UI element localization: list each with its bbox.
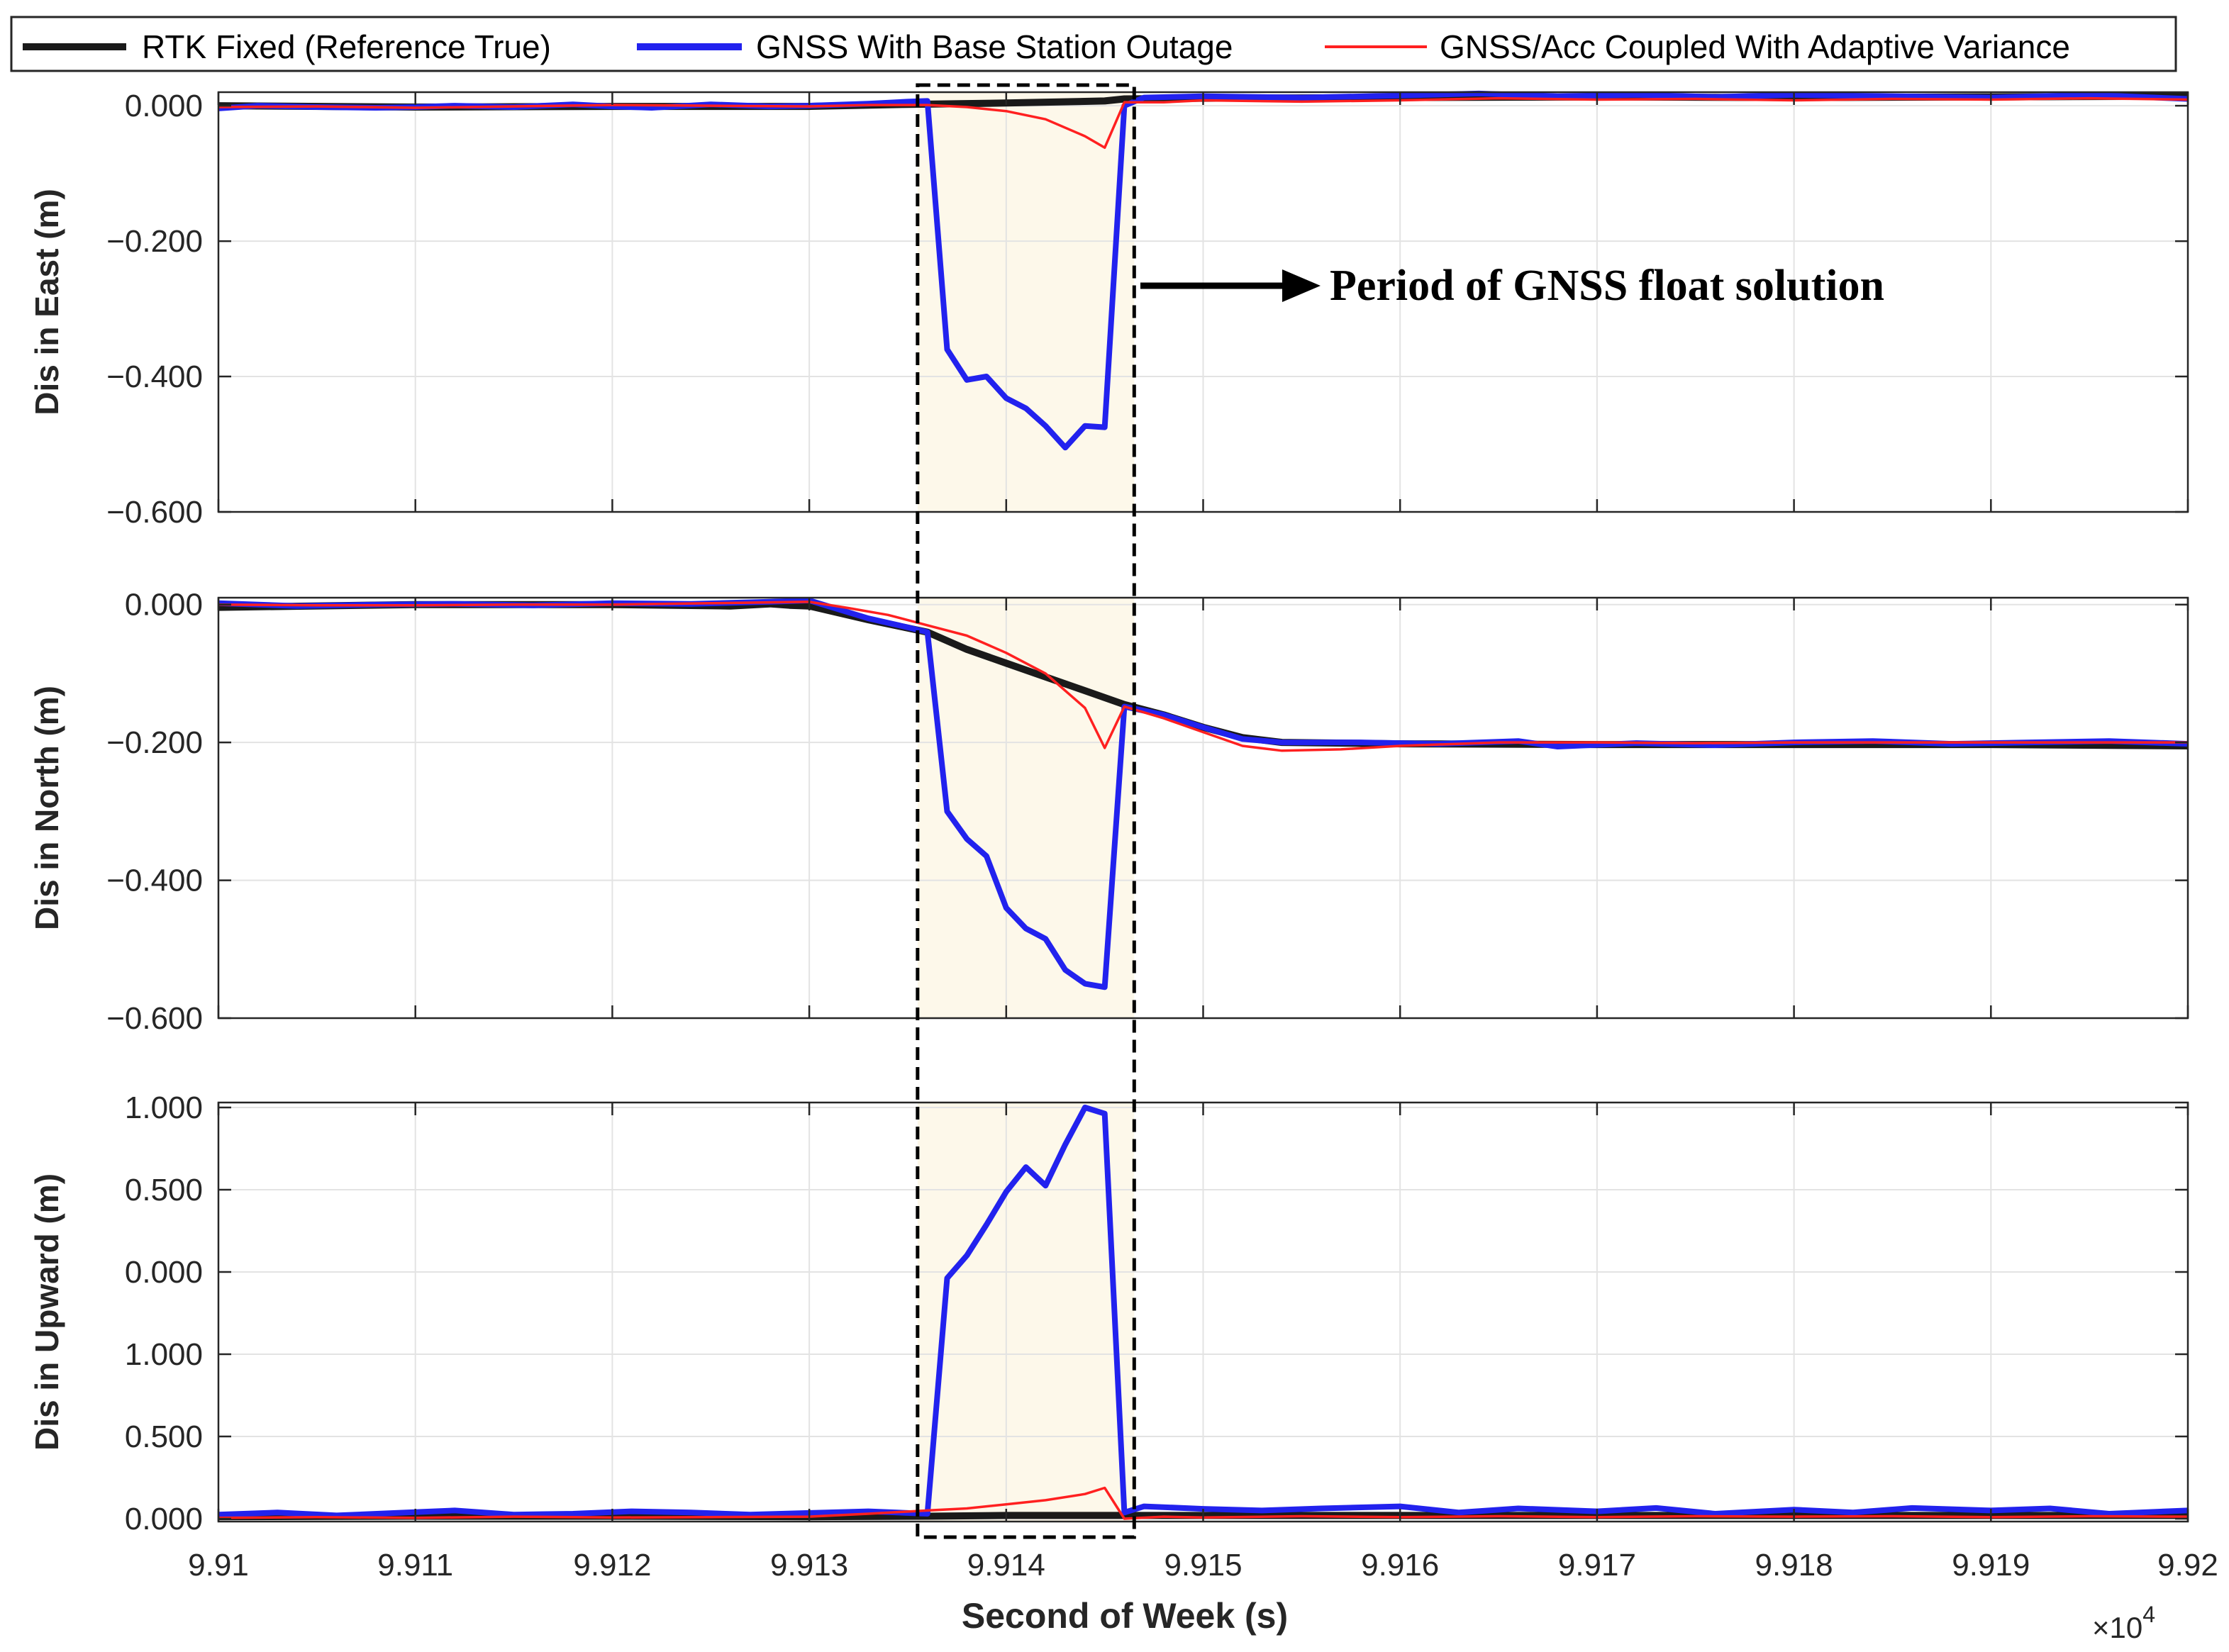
x-tick-label: 9.911 [377,1548,453,1583]
panel-north: 0.000 −0.200 −0.400 −0.600 Dis in North (m) [28,588,2189,1036]
y-tick-label: −0.600 [106,1001,203,1036]
annotation-arrow-head [1282,269,1321,302]
y-tick-label: 0.000 [125,89,203,123]
x-axis-multiplier-exp: 4 [2142,1602,2155,1627]
y-tick-label: 0.000 [125,588,203,623]
float-period-annotation: Period of GNSS float solution [1140,262,1884,310]
x-tick-label: 9.912 [573,1548,651,1583]
series-line-gnss [218,1105,2188,1519]
y-tick-label: 1.000 [125,1337,203,1372]
panel-upward: 1.000 0.500 0.000 1.000 0.500 0.000 Dis in Upw… [28,1090,2189,1536]
y-axis-label: Dis in Upward (m) [28,1173,65,1451]
legend-label-coupled: GNSS/Acc Coupled With Adaptive Variance [1440,28,2070,65]
y-tick-label: 0.000 [125,1255,203,1290]
y-axis-label: Dis in North (m) [28,686,65,930]
y-tick-label: −0.600 [106,495,203,530]
x-tick-label: 9.917 [1558,1548,1636,1583]
y-tick-label: 0.500 [125,1419,203,1454]
x-tick-label: 9.919 [1952,1548,2030,1583]
y-tick-label: 0.000 [125,1502,203,1536]
y-tick-label: 0.500 [125,1173,203,1207]
y-tick-label: −0.200 [106,725,203,760]
legend: RTK Fixed (Reference True) GNSS With Bas… [10,16,2177,72]
annotation-text: Period of GNSS float solution [1330,262,1884,310]
float-period-shade [917,1103,1135,1522]
x-tick-label: 9.914 [967,1548,1045,1583]
x-tick-label: 9.91 [188,1548,249,1583]
x-axis-multiplier: ×104 [2092,1602,2155,1644]
y-tick-label: −0.400 [106,359,203,394]
x-tick-label: 9.918 [1755,1548,1833,1583]
x-axis-multiplier-base: ×10 [2092,1611,2142,1644]
x-tick-label: 9.915 [1164,1548,1242,1583]
float-period-shade [917,92,1135,512]
y-axis-label: Dis in East (m) [28,189,65,415]
series-line-coupled [218,1486,2188,1520]
y-tick-label: −0.400 [106,864,203,898]
x-tick-labels: 9.91 9.911 9.912 9.913 9.914 9.915 9.916 9.917 9… [188,1548,2218,1583]
panel-east: 0.000 −0.200 −0.400 −0.600 Dis in East (m) [28,89,2189,530]
x-axis-label: Second of Week (s) [962,1596,1288,1636]
float-period-box [916,83,1136,1539]
x-tick-label: 9.916 [1361,1548,1439,1583]
series-line-coupled [218,96,2188,150]
x-tick-label: 9.92 [2157,1548,2218,1583]
float-period-shade [917,598,1135,1018]
legend-label-reference: RTK Fixed (Reference True) [142,28,551,65]
y-tick-label: −0.200 [106,224,203,259]
legend-box [10,16,2177,72]
y-tick-label: 1.000 [125,1090,203,1125]
legend-label-gnss: GNSS With Base Station Outage [756,28,1233,65]
x-tick-label: 9.913 [770,1548,848,1583]
series-line-coupled [218,601,2188,752]
